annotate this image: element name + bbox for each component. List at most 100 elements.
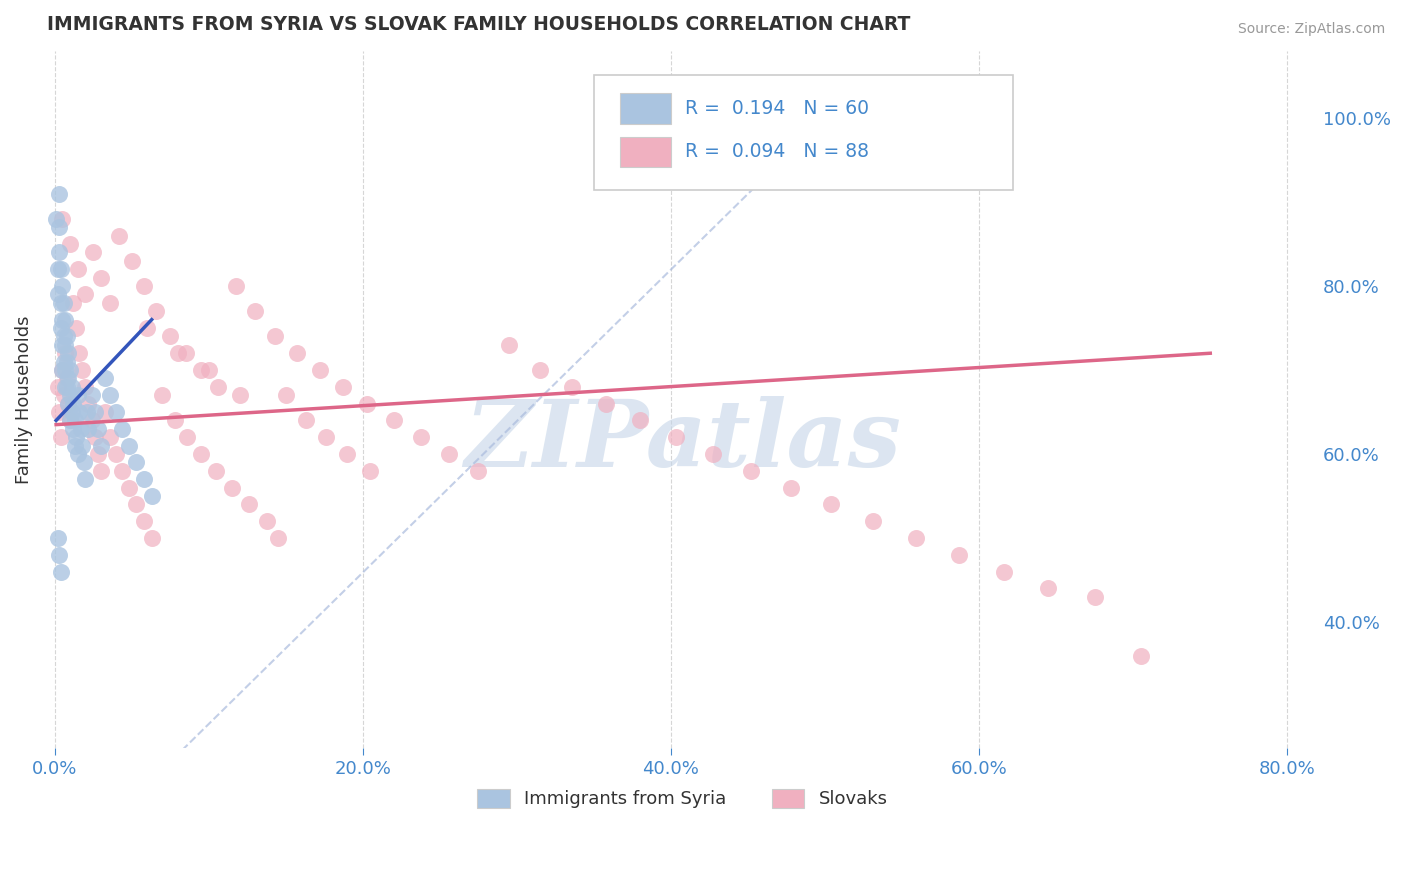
Point bbox=[98, 388, 121, 402]
Point bbox=[141, 531, 163, 545]
Point bbox=[49, 262, 72, 277]
Point bbox=[197, 363, 219, 377]
Point bbox=[75, 472, 97, 486]
Point bbox=[152, 388, 174, 402]
Point bbox=[437, 447, 460, 461]
Point bbox=[176, 430, 198, 444]
Point bbox=[1129, 648, 1152, 663]
Point bbox=[67, 346, 90, 360]
Point bbox=[111, 464, 134, 478]
Point bbox=[117, 481, 139, 495]
Point bbox=[238, 498, 260, 512]
Point bbox=[51, 338, 73, 352]
Point bbox=[163, 413, 186, 427]
Legend: Immigrants from Syria, Slovaks: Immigrants from Syria, Slovaks bbox=[470, 782, 894, 815]
Point bbox=[51, 363, 73, 377]
Point bbox=[48, 220, 70, 235]
Point bbox=[82, 245, 104, 260]
Point bbox=[274, 388, 297, 402]
Point bbox=[90, 464, 112, 478]
Point bbox=[49, 565, 72, 579]
Point bbox=[225, 279, 247, 293]
Point bbox=[105, 405, 128, 419]
Point bbox=[332, 380, 354, 394]
Point bbox=[65, 430, 87, 444]
Point bbox=[51, 363, 73, 377]
Point bbox=[77, 397, 100, 411]
Point bbox=[467, 464, 489, 478]
Point bbox=[125, 455, 148, 469]
Point bbox=[243, 304, 266, 318]
Point bbox=[285, 346, 308, 360]
Point bbox=[80, 413, 103, 427]
Point bbox=[664, 430, 686, 444]
Point bbox=[820, 498, 842, 512]
Point bbox=[740, 464, 762, 478]
Point bbox=[111, 422, 134, 436]
Point bbox=[336, 447, 359, 461]
Point bbox=[46, 531, 69, 545]
Point bbox=[56, 329, 79, 343]
Point bbox=[382, 413, 405, 427]
Point bbox=[121, 253, 143, 268]
Point bbox=[51, 312, 73, 326]
Point bbox=[75, 380, 97, 394]
Point bbox=[308, 363, 330, 377]
Point bbox=[411, 430, 433, 444]
Point bbox=[904, 531, 927, 545]
Point bbox=[52, 329, 75, 343]
Point bbox=[67, 405, 90, 419]
Point bbox=[207, 380, 229, 394]
Point bbox=[48, 245, 70, 260]
Point bbox=[315, 430, 337, 444]
Point bbox=[49, 296, 72, 310]
Point bbox=[52, 388, 75, 402]
Point bbox=[66, 262, 89, 277]
Point bbox=[52, 296, 75, 310]
Point bbox=[132, 514, 155, 528]
Point bbox=[46, 287, 69, 301]
Point bbox=[56, 354, 79, 368]
Point bbox=[948, 548, 970, 562]
Point bbox=[51, 279, 73, 293]
Point bbox=[159, 329, 181, 343]
Point bbox=[60, 380, 83, 394]
Point bbox=[132, 279, 155, 293]
Point bbox=[145, 304, 167, 318]
Point bbox=[51, 211, 73, 226]
Point bbox=[221, 481, 243, 495]
Point bbox=[46, 380, 69, 394]
Text: R =  0.194   N = 60: R = 0.194 N = 60 bbox=[685, 99, 869, 119]
Point bbox=[56, 380, 79, 394]
Point bbox=[87, 447, 110, 461]
Point bbox=[48, 186, 70, 201]
Point bbox=[98, 430, 121, 444]
Text: Source: ZipAtlas.com: Source: ZipAtlas.com bbox=[1237, 22, 1385, 37]
Point bbox=[58, 346, 80, 360]
Point bbox=[55, 363, 77, 377]
Point bbox=[55, 346, 77, 360]
Point bbox=[62, 397, 84, 411]
Point bbox=[105, 447, 128, 461]
Point bbox=[94, 405, 117, 419]
Point bbox=[66, 388, 89, 402]
Point bbox=[48, 405, 70, 419]
Point bbox=[83, 430, 105, 444]
Point bbox=[62, 422, 84, 436]
Point bbox=[1084, 590, 1107, 604]
Text: ZIPatlas: ZIPatlas bbox=[464, 396, 901, 486]
Point bbox=[228, 388, 250, 402]
Point bbox=[628, 413, 651, 427]
Point bbox=[73, 455, 96, 469]
Point bbox=[90, 439, 112, 453]
Point bbox=[294, 413, 316, 427]
Point bbox=[56, 371, 79, 385]
Point bbox=[63, 413, 86, 427]
Point bbox=[66, 447, 89, 461]
Point bbox=[256, 514, 278, 528]
FancyBboxPatch shape bbox=[593, 75, 1014, 190]
Point bbox=[59, 363, 82, 377]
Point bbox=[702, 447, 724, 461]
Point bbox=[267, 531, 290, 545]
Point bbox=[90, 270, 112, 285]
